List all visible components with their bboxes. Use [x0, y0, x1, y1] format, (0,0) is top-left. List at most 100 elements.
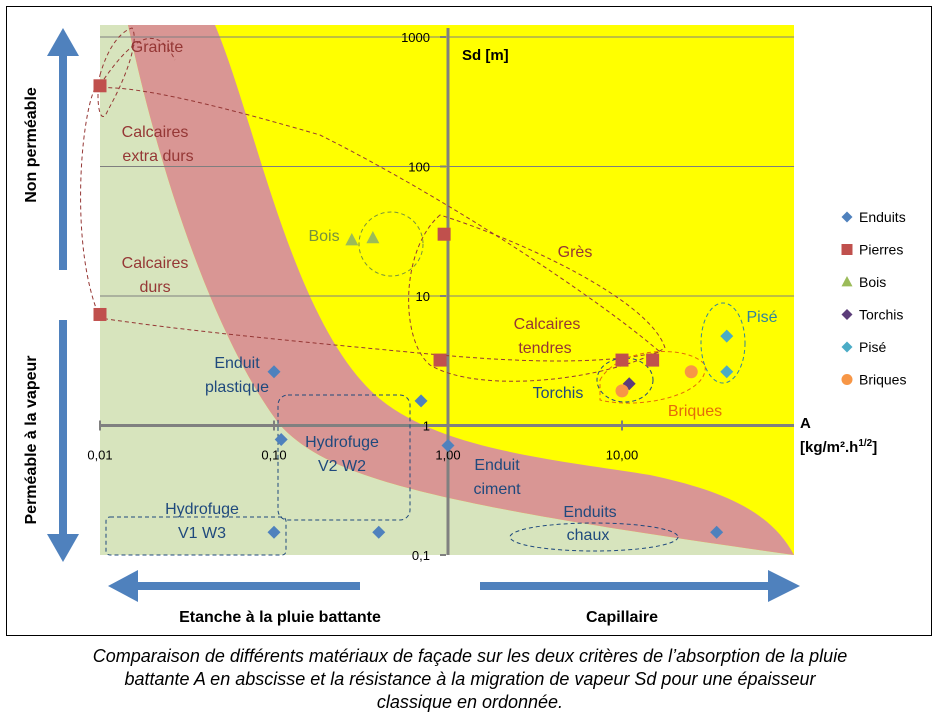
legend-marker-4 [841, 341, 853, 353]
calcaires-outline [80, 87, 662, 362]
point-pis-1 [720, 365, 734, 379]
legend-label-4: Pisé [859, 339, 886, 355]
x-tick-label-2: 1,00 [435, 448, 460, 463]
point-enduits-3 [441, 439, 455, 453]
caption-line-1: Comparaison de différents matériaux de f… [92, 646, 848, 666]
gres-outline [408, 214, 666, 382]
label-calcaires-durs-2: durs [139, 279, 170, 296]
point-pierres-0 [93, 79, 107, 93]
label-v1w3-2: V1 W3 [178, 525, 226, 542]
x-axis-title-main: [kg/m².h [800, 439, 858, 456]
legend-marker-2 [841, 275, 853, 287]
granite-outline-2 [99, 37, 176, 86]
label-v2w2-1: Hydrofuge [305, 434, 379, 451]
data-points [93, 79, 734, 539]
point-pierres-5 [646, 353, 660, 367]
arrow-bottom-left-head [108, 570, 138, 602]
label-enduit-plastique-1: Enduit [214, 355, 260, 372]
label-gres: Grès [558, 244, 593, 261]
legend-label-1: Pierres [859, 242, 903, 258]
point-bois-0 [345, 232, 359, 246]
tick-labels: 1000 100 10 1 0,1 0,01 0,10 1,00 10,00 [87, 30, 638, 563]
legend-label-5: Briques [859, 372, 906, 388]
legend-label-2: Bois [859, 274, 886, 290]
point-pierres-2 [437, 227, 451, 241]
point-enduits-4 [267, 525, 281, 539]
side-label-etanche: Etanche à la pluie battante [179, 609, 381, 626]
label-enduit-plastique-2: plastique [205, 379, 269, 396]
point-pierres-4 [615, 353, 629, 367]
label-briques: Briques [668, 403, 722, 420]
legend-marker-5 [841, 374, 853, 385]
label-calcaires-tendres-2: tendres [518, 340, 571, 357]
side-label-capillaire: Capillaire [586, 609, 658, 626]
v2w2-outline [277, 394, 411, 521]
legend-label-0: Enduits [859, 209, 906, 225]
x-tick-label-0: 0,01 [87, 448, 112, 463]
chaux-outline [509, 522, 679, 552]
figure-caption: Comparaison de différents matériaux de f… [10, 645, 930, 714]
label-enduits-chaux-1: Enduits [563, 504, 616, 521]
y-tick-label-4: 0,1 [412, 548, 430, 563]
label-enduit-ciment-2: ciment [473, 481, 521, 498]
pise-outline [700, 302, 746, 384]
side-arrows [47, 28, 800, 602]
arrow-left-top-head [47, 28, 79, 56]
y-tick-label-0: 1000 [401, 30, 430, 45]
point-bois-1 [366, 230, 380, 244]
point-briques-1 [684, 365, 698, 379]
side-label-non-permeable: Non perméable [23, 87, 40, 203]
x-axis-title-line2: [kg/m².h1/2] [800, 438, 877, 456]
arrow-left-bottom-head [47, 534, 79, 562]
granite-outline [97, 27, 135, 118]
side-label-permeable: Perméable à la vapeur [23, 356, 40, 525]
label-enduit-ciment-1: Enduit [474, 457, 520, 474]
x-tick-label-3: 10,00 [606, 448, 639, 463]
legend-label-3: Torchis [859, 307, 903, 323]
label-granite: Granite [131, 39, 184, 56]
y-tick-label-1: 100 [408, 160, 430, 175]
bois-outline [358, 211, 424, 277]
legend-marker-3 [841, 309, 853, 320]
label-bois: Bois [308, 228, 339, 245]
figure-frame [6, 6, 932, 636]
legend-marker-1 [841, 244, 853, 255]
torchis-outline [596, 357, 654, 403]
label-calcaires-durs-1: Calcaires [122, 255, 189, 272]
x-axis-title-line1: A [800, 415, 811, 432]
arrow-bottom-right-head [768, 570, 800, 602]
point-pierres-3 [433, 353, 447, 367]
x-axis-title-end: ] [872, 439, 877, 456]
arrow-left-top-shaft [59, 48, 67, 270]
label-v1w3-1: Hydrofuge [165, 501, 239, 518]
label-pise: Pisé [746, 309, 777, 326]
point-enduits-0 [267, 365, 281, 379]
label-v2w2-2: V2 W2 [318, 458, 366, 475]
arrow-bottom-left-shaft [130, 582, 360, 590]
x-tick-label-1: 0,10 [261, 448, 286, 463]
point-enduits-6 [710, 525, 724, 539]
red-band [128, 25, 794, 555]
point-enduits-2 [414, 394, 428, 408]
label-torchis: Torchis [533, 385, 584, 402]
label-enduits-chaux-2: chaux [567, 527, 610, 544]
legend: Enduits Pierres Bois Torchis Pisé Briques [841, 209, 906, 388]
chart: 1000 100 10 1 0,1 0,01 0,10 1,00 10,00 Granite C… [23, 25, 906, 626]
axes [99, 28, 794, 556]
label-calcaires-extra-2: extra durs [122, 148, 193, 165]
arrow-bottom-right-shaft [480, 582, 776, 590]
caption-line-3: classique en ordonnée. [376, 692, 564, 712]
y-tick-label-2: 10 [416, 289, 430, 304]
label-calcaires-tendres-1: Calcaires [514, 316, 581, 333]
point-pis-0 [720, 329, 734, 343]
caption-line-2: battante A en abscisse et la résistance … [124, 669, 816, 689]
x-axis-title-sup: 1/2 [858, 438, 872, 449]
label-calcaires-extra-1: Calcaires [122, 124, 189, 141]
point-enduits-5 [372, 525, 386, 539]
v1w3-outline [105, 516, 287, 556]
y-tick-label-3: 1 [423, 419, 430, 434]
legend-marker-0 [841, 211, 853, 223]
point-pierres-1 [93, 307, 107, 321]
arrow-left-bottom-shaft [59, 320, 67, 542]
region-outlines [80, 27, 746, 556]
